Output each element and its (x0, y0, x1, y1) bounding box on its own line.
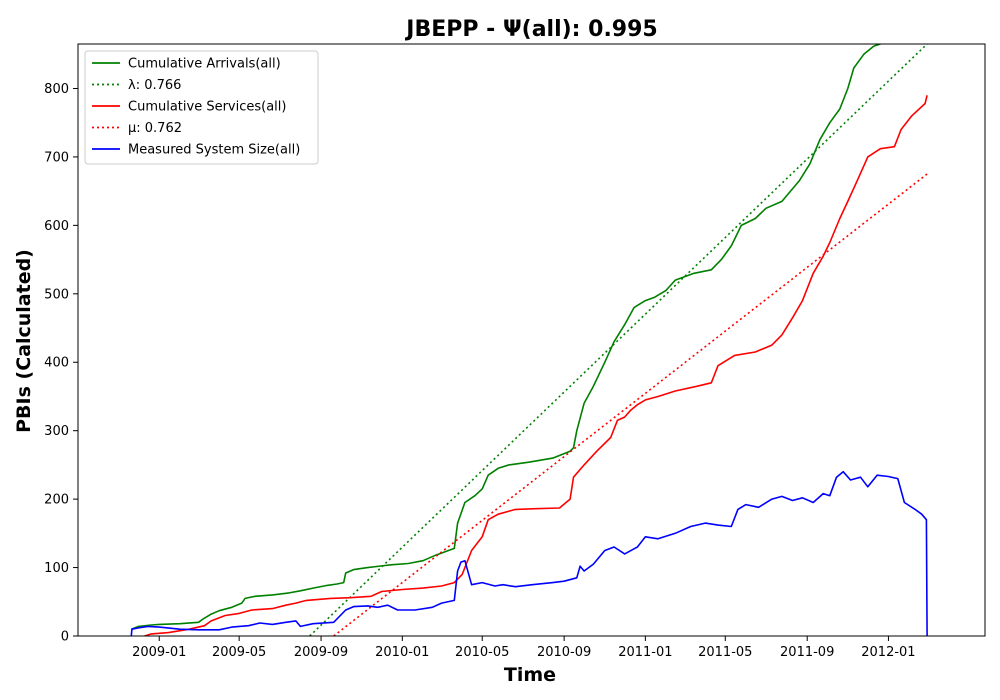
series-line-4 (333, 173, 928, 636)
x-tick-label: 2011-01 (618, 645, 672, 660)
legend-box (84, 50, 319, 165)
y-tick-label: 300 (44, 424, 69, 439)
y-tick-label: 600 (44, 219, 69, 234)
legend-label-0-762: μ: 0.762 (128, 121, 182, 136)
y-axis: 0 100 200 300 400 500 600 700 800 (44, 82, 78, 645)
legend: Cumulative Arrivals(all) λ: 0.766 Cumulati… (84, 50, 319, 165)
x-tick-label: 2009-09 (294, 645, 348, 660)
x-tick-label: 2010-01 (375, 645, 429, 660)
y-tick-label: 400 (44, 356, 69, 371)
legend-label-measured-system-size-all: Measured System Size(all) (128, 143, 300, 158)
series-line-3 (144, 95, 928, 636)
x-tick-label: 2010-09 (537, 645, 591, 660)
y-tick-label: 100 (44, 561, 69, 576)
y-tick-label: 800 (44, 82, 69, 97)
x-tick-label: 2009-05 (212, 645, 266, 660)
y-tick-label: 500 (44, 287, 69, 302)
x-tick-label: 2009-01 (132, 645, 186, 660)
x-tick-label: 2012-01 (861, 645, 915, 660)
legend-label-cumulative-services-all: Cumulative Services(all) (128, 100, 286, 115)
y-axis-label: PBIs (Calculated) (13, 249, 35, 433)
legend-label-cumulative-arrivals-all: Cumulative Arrivals(all) (128, 57, 281, 72)
x-tick-label: 2011-09 (780, 645, 834, 660)
series-layer (130, 44, 928, 636)
y-tick-label: 200 (44, 493, 69, 508)
legend-label-0-766: λ: 0.766 (128, 78, 181, 93)
x-axis: 2009-01 2009-05 2009-09 2010-01 2010-05 2010-… (132, 636, 916, 660)
plot-frame (77, 43, 986, 637)
series-line-1 (131, 44, 881, 630)
y-tick-label: 700 (44, 150, 69, 165)
y-tick-label: 0 (61, 630, 69, 645)
x-tick-label: 2011-05 (698, 645, 752, 660)
series-line-5 (130, 470, 928, 636)
series-line-2 (309, 44, 928, 636)
chart-title: JBEPP - Ψ(all): 0.995 (404, 17, 657, 42)
x-axis-label: Time (504, 664, 556, 686)
x-tick-label: 2010-05 (455, 645, 509, 660)
